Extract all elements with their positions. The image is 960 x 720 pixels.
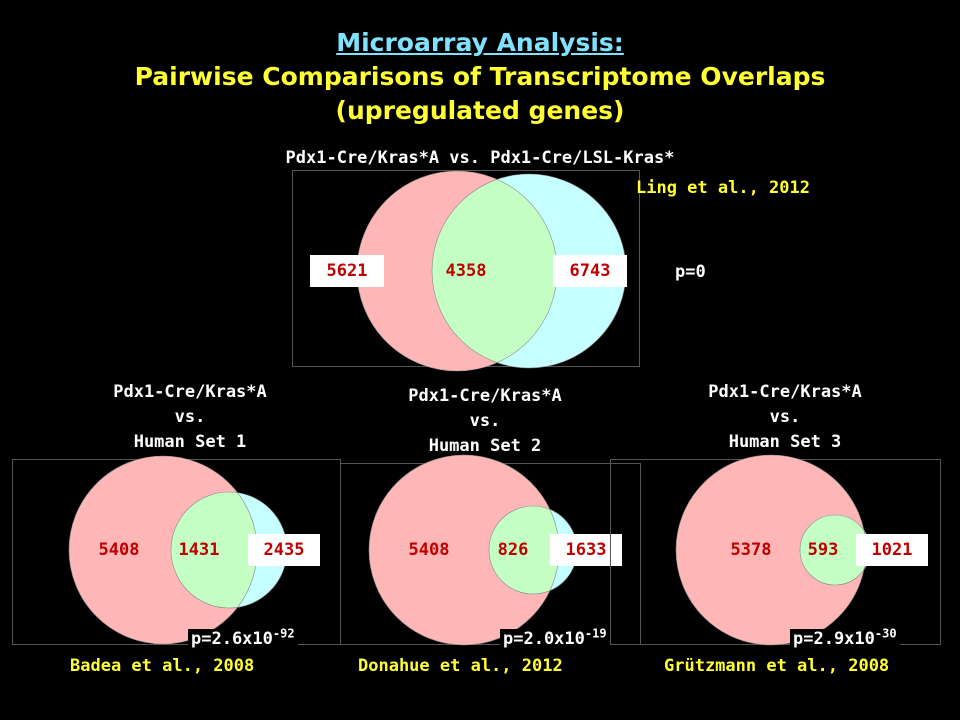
comparison-2-p-value-exponent: -19 [584, 626, 607, 640]
comparison-2-p-value: p=2.0x10-19 [500, 626, 610, 649]
comparison-1-p-value: p=2.6x10-92 [188, 626, 298, 649]
comparison-3-left-only-count: 5378 [730, 540, 772, 560]
comparison-1-source-citation: Badea et al., 2008 [70, 656, 255, 676]
comparison-3-p-value: p=2.9x10-30 [790, 626, 900, 649]
title-line-3: (upregulated genes) [335, 96, 625, 125]
comparison-2-p-value-base: p=2.0x10 [503, 628, 585, 649]
comparison-1-right-only-count: 2435 [248, 534, 320, 566]
comparison-3-left-circle [676, 455, 866, 645]
comparison-2-heading-line-1: Pdx1-Cre/Kras*A [408, 386, 562, 406]
top-overlap-count: 4358 [445, 261, 487, 281]
comparison-3-p-value-exponent: -30 [874, 626, 897, 640]
comparison-3-heading-line-3: Human Set 3 [728, 432, 842, 452]
comparison-1-heading-line-2: vs. [174, 407, 206, 427]
comparison-3-heading-line-2: vs. [769, 407, 801, 427]
comparison-1-heading: Pdx1-Cre/Kras*A vs. Human Set 1 [40, 380, 340, 455]
comparison-3-right-only-count: 1021 [856, 534, 928, 566]
comparison-2-left-only-count: 5408 [408, 540, 450, 560]
top-right-only-count: 6743 [553, 255, 627, 287]
top-left-only-count: 5621 [310, 255, 384, 287]
top-venn-overlap [432, 174, 557, 368]
comparison-1-overlap [171, 492, 257, 608]
comparison-1-overlap-count: 1431 [178, 540, 220, 560]
comparison-1-p-value-exponent: -92 [272, 626, 295, 640]
comparison-2-heading-line-2: vs. [469, 411, 501, 431]
comparison-3-heading-line-1: Pdx1-Cre/Kras*A [708, 382, 862, 402]
title-line-2: Pairwise Comparisons of Transcriptome Ov… [134, 62, 826, 91]
comparison-2-left-circle [369, 455, 559, 645]
comparison-3-heading: Pdx1-Cre/Kras*A vs. Human Set 3 [635, 380, 935, 455]
top-p-value: p=0 [675, 262, 706, 282]
comparison-3-overlap-count: 593 [807, 540, 839, 560]
comparison-1-left-only-count: 5408 [98, 540, 140, 560]
comparison-2-heading-line-3: Human Set 2 [428, 436, 542, 456]
comparison-1-p-value-base: p=2.6x10 [191, 628, 273, 649]
comparison-2-overlap [489, 506, 559, 594]
comparison-2-heading: Pdx1-Cre/Kras*A vs. Human Set 2 [335, 384, 635, 459]
title-line-1: Microarray Analysis: [336, 28, 624, 57]
top-source-citation: Ling et al., 2012 [636, 178, 810, 198]
comparison-3-overlap [800, 515, 866, 585]
comparison-1-heading-line-1: Pdx1-Cre/Kras*A [113, 382, 267, 402]
comparison-3-p-value-base: p=2.9x10 [793, 628, 875, 649]
top-comparison-heading: Pdx1-Cre/Kras*A vs. Pdx1-Cre/LSL-Kras* [285, 148, 675, 168]
comparison-2-overlap-count: 826 [497, 540, 529, 560]
comparison-1-heading-line-3: Human Set 1 [133, 432, 247, 452]
comparison-2-source-citation: Donahue et al., 2012 [358, 656, 563, 676]
comparison-3-source-citation: Grützmann et al., 2008 [664, 656, 890, 676]
